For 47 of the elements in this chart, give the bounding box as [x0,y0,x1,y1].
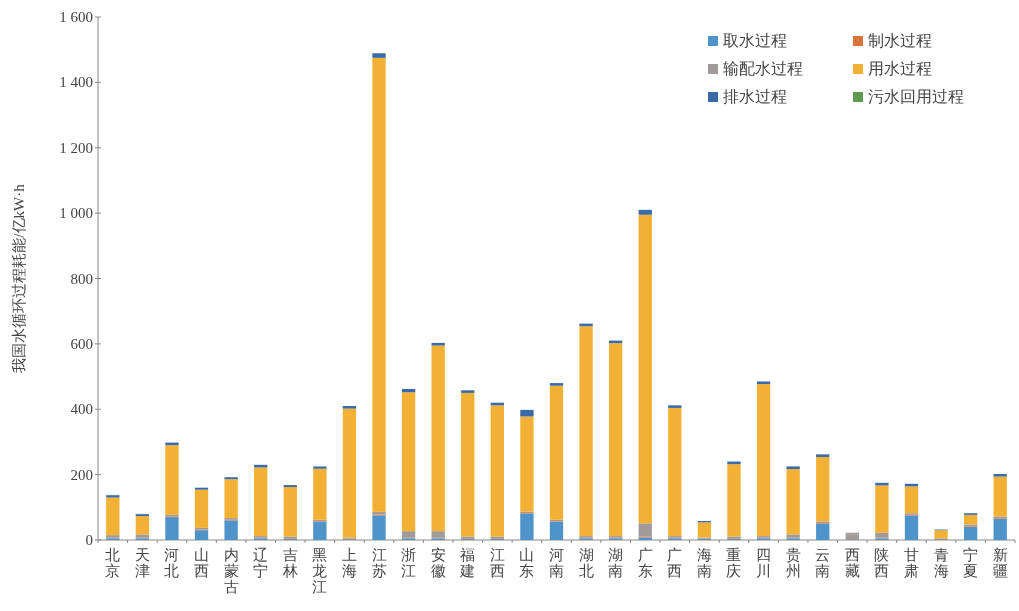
x-tick-label: 四川 [756,547,772,579]
x-tick-label: 河南 [549,547,564,579]
x-tick-label: 新疆 [992,547,1008,579]
x-tick-label: 安徽 [430,547,446,579]
y-tick-label: 200 [70,466,93,483]
x-tick-label: 山东 [519,547,535,579]
y-tick-label: 600 [70,335,93,352]
y-tick-label: 1 400 [59,74,93,91]
y-axis-title: 我国水循环过程耗能/亿kW·h [11,183,27,373]
legend-label: 输配水过程 [723,60,803,77]
legend-label: 用水过程 [868,60,932,77]
y-tick-label: 400 [70,401,93,418]
x-tick-label: 内蒙古 [223,547,239,595]
legend-label: 取水过程 [723,32,787,49]
x-tick-label: 西藏 [844,547,860,579]
y-tick-label: 0 [85,532,93,548]
x-tick-label: 青海 [933,547,949,579]
y-tick-label: 800 [70,270,93,287]
x-tick-label: 上海 [341,547,357,579]
x-tick-label: 江西 [489,547,505,579]
x-tick-label: 云南 [815,547,831,579]
x-tick-label: 山西 [194,547,210,579]
x-tick-label: 宁夏 [963,547,979,579]
x-tick-label: 广东 [637,547,653,579]
x-tick-label: 甘肃 [903,547,919,579]
x-tick-label: 广西 [667,547,683,579]
x-tick-label: 天津 [134,547,150,579]
legend-label: 制水过程 [868,32,932,49]
legend-label: 污水回用过程 [868,88,964,105]
x-tick-label: 湖北 [578,547,594,579]
x-tick-label: 北京 [105,547,121,579]
x-tick-label: 福建 [459,547,476,579]
x-tick-label: 湖南 [608,547,624,579]
x-tick-label: 河北 [164,547,180,579]
y-tick-label: 1 600 [59,9,93,25]
legend-label: 排水过程 [723,88,787,105]
x-tick-label: 黑龙江 [312,547,328,595]
y-tick-label: 1 200 [59,139,93,156]
x-tick-label: 贵州 [785,547,801,579]
x-tick-label: 浙江 [401,547,417,579]
y-tick-label: 1 000 [59,205,93,222]
x-tick-label: 海南 [696,547,712,579]
x-tick-label: 陕西 [874,547,890,579]
x-tick-label: 重庆 [726,547,742,579]
x-tick-label: 辽宁 [253,547,269,579]
x-tick-label: 江苏 [371,547,387,579]
x-tick-label: 吉林 [281,547,298,579]
